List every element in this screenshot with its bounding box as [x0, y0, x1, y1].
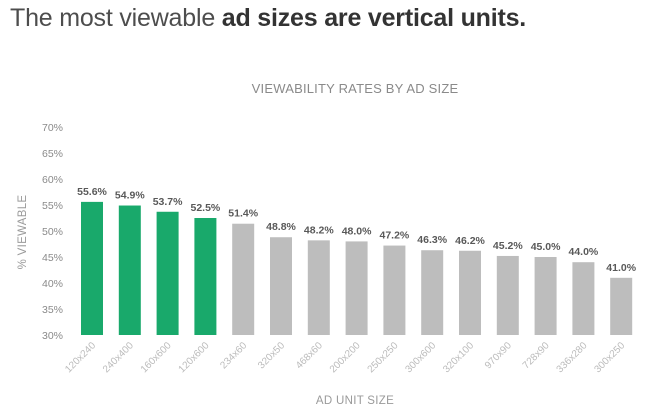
y-tick-label: 70%: [42, 122, 63, 134]
bar: [421, 250, 444, 335]
bar-value-label: 52.5%: [191, 202, 221, 214]
bar: [156, 211, 179, 335]
y-tick-label: 35%: [42, 304, 63, 316]
bar-value-label: 45.2%: [493, 240, 523, 252]
bar: [194, 218, 217, 335]
category-label: 200x200: [328, 340, 363, 375]
category-label: 728x90: [521, 340, 552, 371]
y-tick-label: 65%: [42, 148, 63, 160]
bar-value-label: 48.8%: [266, 221, 296, 233]
y-tick-label: 40%: [42, 278, 63, 290]
category-label: 300x250: [592, 340, 627, 375]
bar: [610, 277, 633, 335]
category-label: 250x250: [366, 340, 401, 375]
headline-prefix: The most viewable: [10, 4, 222, 32]
bar-value-label: 55.6%: [77, 186, 107, 198]
bar: [496, 255, 519, 335]
chart-title: VIEWABILITY RATES BY AD SIZE: [252, 81, 459, 96]
bar: [232, 223, 255, 335]
category-label: 240x400: [101, 340, 136, 375]
bar: [383, 245, 406, 335]
category-label: 320x50: [256, 340, 287, 371]
bar: [345, 241, 368, 335]
category-label: 120x600: [177, 340, 212, 375]
y-tick-label: 60%: [42, 174, 63, 186]
headline: The most viewable ad sizes are vertical …: [10, 4, 526, 33]
headline-emphasis: ad sizes are vertical units.: [221, 4, 527, 32]
y-tick-label: 45%: [42, 252, 63, 264]
category-label: 320x100: [441, 340, 476, 375]
bar-value-label: 48.0%: [342, 225, 372, 237]
bar-value-label: 47.2%: [380, 230, 410, 242]
bar: [534, 257, 557, 335]
y-tick-label: 50%: [42, 226, 63, 238]
bar-value-label: 46.3%: [417, 234, 447, 246]
bar: [81, 201, 103, 335]
y-tick-label: 30%: [42, 330, 63, 342]
y-tick-label: 55%: [42, 200, 63, 212]
bar-value-label: 46.2%: [455, 235, 485, 247]
category-label: 300x600: [403, 340, 438, 375]
category-label: 336x280: [555, 340, 590, 375]
category-label: 234x60: [218, 340, 249, 371]
category-label: 970x90: [483, 340, 514, 371]
bar-value-label: 48.2%: [304, 224, 334, 236]
bar: [459, 250, 481, 335]
category-label: 120x240: [63, 340, 98, 375]
bar-value-label: 41.0%: [606, 262, 636, 274]
category-label: 160x600: [139, 340, 174, 375]
y-axis-title: % VIEWABLE: [17, 195, 29, 270]
bar: [572, 262, 595, 335]
bar: [118, 205, 141, 335]
bar-value-label: 53.7%: [153, 196, 183, 208]
x-axis-title: AD UNIT SIZE: [316, 395, 394, 407]
bar-value-label: 45.0%: [531, 241, 561, 253]
bar: [307, 240, 330, 335]
bar-value-label: 54.9%: [115, 190, 145, 202]
bar-value-label: 51.4%: [228, 208, 258, 220]
bar-value-label: 44.0%: [569, 246, 599, 258]
category-label: 468x60: [294, 340, 325, 371]
bar: [270, 237, 292, 335]
